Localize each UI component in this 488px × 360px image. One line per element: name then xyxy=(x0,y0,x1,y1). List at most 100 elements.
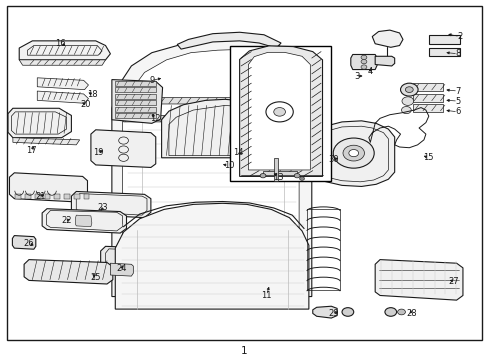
Polygon shape xyxy=(71,192,151,218)
Polygon shape xyxy=(115,94,156,99)
Text: 5: 5 xyxy=(454,96,460,105)
Circle shape xyxy=(401,107,410,114)
Polygon shape xyxy=(110,263,133,276)
Circle shape xyxy=(348,149,358,157)
Text: 13: 13 xyxy=(273,173,284,182)
Text: 8: 8 xyxy=(454,49,460,58)
Circle shape xyxy=(401,97,413,105)
Polygon shape xyxy=(374,260,462,300)
Circle shape xyxy=(397,309,405,315)
Text: 14: 14 xyxy=(233,148,244,157)
Circle shape xyxy=(342,145,364,161)
Polygon shape xyxy=(350,54,376,69)
Polygon shape xyxy=(371,30,402,47)
Polygon shape xyxy=(35,194,41,199)
Text: 16: 16 xyxy=(55,39,65,48)
Polygon shape xyxy=(37,91,88,103)
Polygon shape xyxy=(248,52,310,170)
Polygon shape xyxy=(115,81,156,86)
Polygon shape xyxy=(83,194,89,199)
Text: 30: 30 xyxy=(327,155,338,164)
Text: 9: 9 xyxy=(149,76,154,85)
Polygon shape xyxy=(12,235,36,249)
Text: 10: 10 xyxy=(223,161,234,170)
Polygon shape xyxy=(273,158,277,181)
Text: 17: 17 xyxy=(25,146,36,155)
Polygon shape xyxy=(177,32,281,49)
Polygon shape xyxy=(412,94,443,102)
Polygon shape xyxy=(64,194,70,199)
Polygon shape xyxy=(112,80,162,123)
Polygon shape xyxy=(91,130,156,167)
Polygon shape xyxy=(428,35,459,44)
Text: 15: 15 xyxy=(423,153,433,162)
Circle shape xyxy=(332,138,373,168)
Text: 11: 11 xyxy=(261,291,271,300)
Polygon shape xyxy=(115,87,156,93)
Circle shape xyxy=(273,108,285,116)
Circle shape xyxy=(260,174,265,178)
Circle shape xyxy=(405,87,412,93)
Polygon shape xyxy=(115,203,308,309)
Polygon shape xyxy=(412,83,443,91)
Polygon shape xyxy=(428,48,459,56)
Polygon shape xyxy=(161,99,289,158)
Circle shape xyxy=(360,65,366,69)
Polygon shape xyxy=(8,108,71,138)
Text: 21: 21 xyxy=(35,192,46,201)
Polygon shape xyxy=(19,60,105,65)
Polygon shape xyxy=(54,194,60,199)
Polygon shape xyxy=(19,41,110,60)
Polygon shape xyxy=(13,138,80,145)
Polygon shape xyxy=(24,260,113,284)
Circle shape xyxy=(360,55,366,59)
Circle shape xyxy=(400,83,417,96)
Circle shape xyxy=(341,308,353,316)
Circle shape xyxy=(294,174,300,178)
Text: 18: 18 xyxy=(87,90,98,99)
Text: 20: 20 xyxy=(81,100,91,109)
Polygon shape xyxy=(239,46,322,176)
Polygon shape xyxy=(74,194,80,199)
Polygon shape xyxy=(115,107,156,112)
Polygon shape xyxy=(25,194,31,199)
Text: 26: 26 xyxy=(23,239,34,248)
Polygon shape xyxy=(15,194,21,199)
Text: 4: 4 xyxy=(367,67,372,76)
Polygon shape xyxy=(9,173,87,202)
Polygon shape xyxy=(37,78,88,90)
Polygon shape xyxy=(115,113,156,118)
Polygon shape xyxy=(44,194,50,199)
Polygon shape xyxy=(122,49,299,295)
Text: 2: 2 xyxy=(456,32,462,41)
Text: 27: 27 xyxy=(448,276,459,285)
Polygon shape xyxy=(312,306,336,318)
Polygon shape xyxy=(101,246,180,273)
Text: 25: 25 xyxy=(90,273,101,282)
Polygon shape xyxy=(42,209,126,233)
Text: 12: 12 xyxy=(150,114,161,123)
Text: 6: 6 xyxy=(454,107,460,116)
Polygon shape xyxy=(374,56,394,66)
Polygon shape xyxy=(123,98,299,104)
Polygon shape xyxy=(263,171,297,176)
Circle shape xyxy=(360,59,366,64)
Polygon shape xyxy=(112,40,311,297)
Polygon shape xyxy=(412,104,443,112)
Text: 22: 22 xyxy=(61,216,72,225)
Text: 3: 3 xyxy=(353,72,359,81)
Polygon shape xyxy=(123,116,299,122)
Circle shape xyxy=(299,177,304,180)
Text: 29: 29 xyxy=(327,309,338,318)
Text: 23: 23 xyxy=(98,203,108,212)
Text: 19: 19 xyxy=(93,148,103,157)
FancyBboxPatch shape xyxy=(229,46,330,181)
Polygon shape xyxy=(312,121,394,186)
Polygon shape xyxy=(115,100,156,105)
Text: 1: 1 xyxy=(241,346,247,356)
Text: 24: 24 xyxy=(116,265,126,274)
Text: 28: 28 xyxy=(405,309,416,318)
Text: 7: 7 xyxy=(454,86,460,95)
Circle shape xyxy=(384,308,396,316)
Polygon shape xyxy=(75,215,92,226)
